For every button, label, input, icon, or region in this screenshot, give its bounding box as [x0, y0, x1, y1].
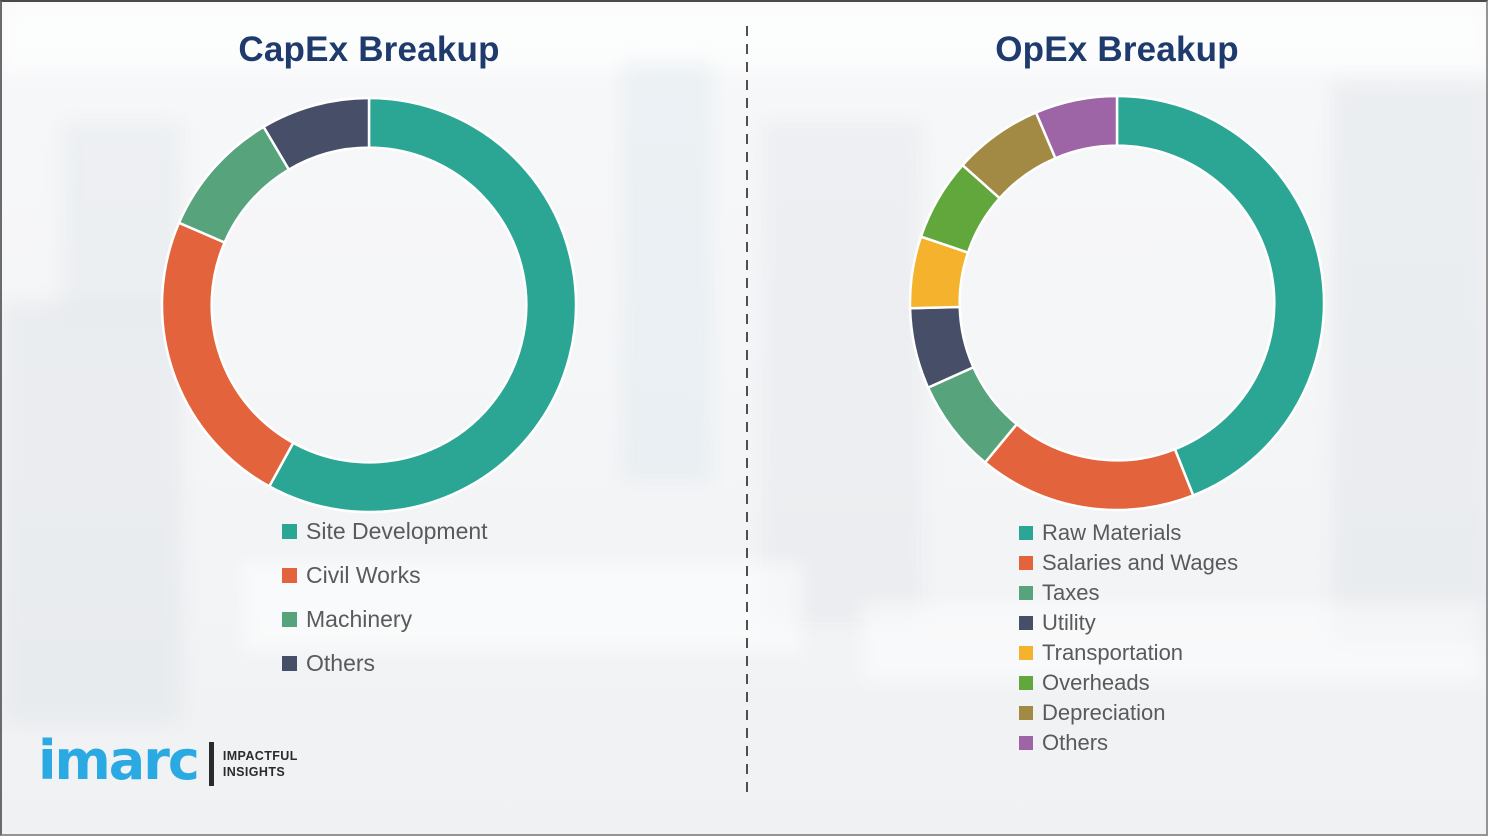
legend-swatch-civil-works: [282, 567, 297, 583]
logo-divider-bar: [208, 742, 214, 786]
donut-segment-civil-works: [160, 221, 295, 489]
donut-segment-others: [1034, 94, 1119, 160]
opex-legend: Raw Materials Salaries and Wages Taxes Util…: [1019, 518, 1238, 758]
legend-label: Machinery: [306, 605, 413, 632]
legend-label: Site Development: [306, 517, 488, 544]
legend-label: Others: [1042, 730, 1109, 755]
legend-swatch-machinery: [282, 611, 297, 627]
legend-item-salaries-and-wages: Salaries and Wages: [1019, 548, 1238, 578]
legend-swatch-utility: [1019, 616, 1033, 630]
legend-label: Raw Materials: [1042, 520, 1182, 545]
donut-segment-raw-materials: [1115, 94, 1326, 498]
opex-breakup-donut: [908, 94, 1326, 512]
legend-item-depreciation: Depreciation: [1019, 698, 1238, 728]
tagline-line2: INSIGHTS: [222, 765, 286, 779]
donut-segment-site-development: [267, 96, 578, 514]
legend-item-raw-materials: Raw Materials: [1019, 518, 1238, 548]
capex-breakup-donut: [160, 96, 578, 514]
legend-label: Taxes: [1042, 580, 1100, 605]
donut-segment-others: [261, 96, 371, 172]
tagline-line1: IMPACTFUL: [222, 748, 298, 763]
legend-item-others: Others: [1019, 728, 1238, 758]
legend-label: Transportation: [1042, 640, 1184, 665]
legend-label: Utility: [1042, 610, 1096, 635]
legend-item-civil-works: Civil Works: [282, 553, 488, 597]
donut-segment-machinery: [177, 125, 291, 245]
legend-item-machinery: Machinery: [282, 597, 488, 641]
capex-legend: Site Development Civil Works Machinery Othe…: [282, 509, 488, 685]
legend-item-others: Others: [282, 641, 488, 685]
legend-swatch-transportation: [1019, 646, 1033, 660]
legend-label: Civil Works: [306, 561, 421, 588]
legend-swatch-others: [282, 655, 297, 671]
legend-label: Depreciation: [1042, 700, 1166, 725]
imarc-logo: imarc IMPACTFUL INSIGHTS: [38, 734, 298, 788]
imarc-logo-tagline: IMPACTFUL INSIGHTS: [223, 748, 298, 781]
vertical-dashed-divider: [746, 26, 748, 792]
legend-swatch-depreciation: [1019, 706, 1033, 720]
legend-swatch-taxes: [1019, 586, 1033, 600]
legend-item-utility: Utility: [1019, 608, 1238, 638]
legend-item-taxes: Taxes: [1019, 578, 1238, 608]
capex-chart-title: CapEx Breakup: [238, 30, 500, 69]
legend-swatch-salaries-and-wages: [1019, 556, 1033, 570]
legend-swatch-others: [1019, 736, 1033, 750]
legend-swatch-raw-materials: [1019, 526, 1033, 540]
legend-label: Salaries and Wages: [1042, 550, 1239, 575]
legend-item-transportation: Transportation: [1019, 638, 1238, 668]
legend-item-overheads: Overheads: [1019, 668, 1238, 698]
legend-swatch-overheads: [1019, 676, 1033, 690]
opex-chart-title: OpEx Breakup: [995, 30, 1239, 69]
legend-label: Others: [306, 649, 376, 676]
legend-swatch-site-development: [282, 523, 297, 539]
donut-segment-salaries-and-wages: [983, 422, 1195, 512]
imarc-logo-wordmark: imarc: [38, 729, 200, 792]
legend-label: Overheads: [1042, 670, 1150, 695]
legend-item-site-development: Site Development: [282, 509, 488, 553]
